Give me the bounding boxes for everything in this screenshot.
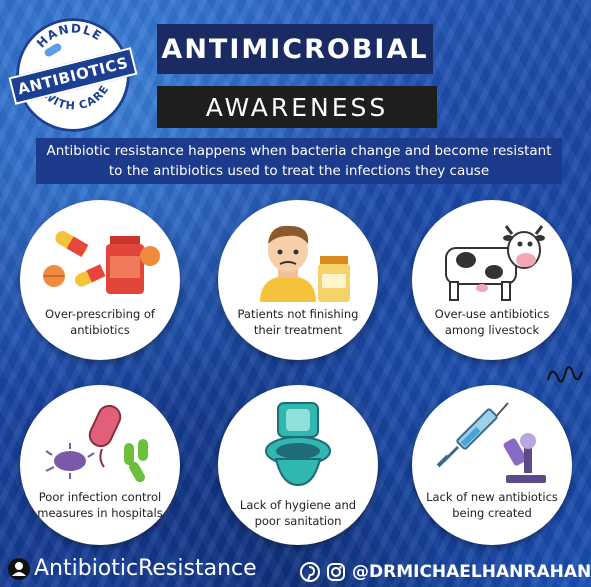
badge-top-text: HANDLE — [34, 21, 104, 50]
syringe-microscope-icon — [436, 402, 546, 483]
artist-signature — [547, 366, 583, 383]
cause-label: Lack of new antibiotics being created — [426, 490, 558, 520]
page-title: ANTIMICROBIAL — [157, 24, 433, 74]
svg-text:HANDLE: HANDLE — [34, 21, 105, 50]
cause-over-prescribing: Over-prescribing of antibiotics — [20, 200, 180, 360]
pinterest-icon[interactable] — [300, 562, 320, 582]
cause-no-new-antibiotics: Lack of new antibiotics being created — [412, 385, 572, 545]
intro-text: Antibiotic resistance happens when bacte… — [36, 138, 562, 184]
pills-bottle-icon — [43, 231, 160, 294]
instagram-icon[interactable] — [326, 562, 346, 582]
cause-label: Over-use antibiotics among livestock — [434, 307, 550, 337]
toilet-icon — [265, 402, 331, 487]
user-icon[interactable] — [8, 557, 30, 580]
cause-label: Over-prescribing of antibiotics — [45, 307, 155, 337]
bacteria-icon — [45, 404, 148, 483]
social-footer: @DRMICHAELHANRAHAN — [300, 562, 591, 582]
capsule-icon — [44, 43, 62, 57]
cause-label: Poor infection control measures in hospi… — [37, 490, 163, 520]
cause-label: Patients not finishing their treatment — [237, 307, 359, 337]
patient-with-pills-icon — [260, 225, 350, 302]
page-subtitle: AWARENESS — [157, 86, 437, 128]
hashtag-footer: AntibioticResistance — [8, 556, 257, 581]
cause-not-finishing-treatment: Patients not finishing their treatment — [218, 200, 378, 360]
cause-label: Lack of hygiene and poor sanitation — [239, 498, 357, 528]
handle-with-care-badge: HANDLE WITH CARE ANTIBIOTICS — [8, 18, 138, 132]
cause-infection-control: Poor infection control measures in hospi… — [20, 385, 180, 545]
cause-hygiene-sanitation: Lack of hygiene and poor sanitation — [218, 385, 378, 545]
cow-icon — [445, 225, 545, 301]
social-handle[interactable]: @DRMICHAELHANRAHAN — [352, 562, 591, 582]
hashtag-text: AntibioticResistance — [34, 556, 257, 581]
cause-livestock: Over-use antibiotics among livestock — [412, 200, 572, 360]
